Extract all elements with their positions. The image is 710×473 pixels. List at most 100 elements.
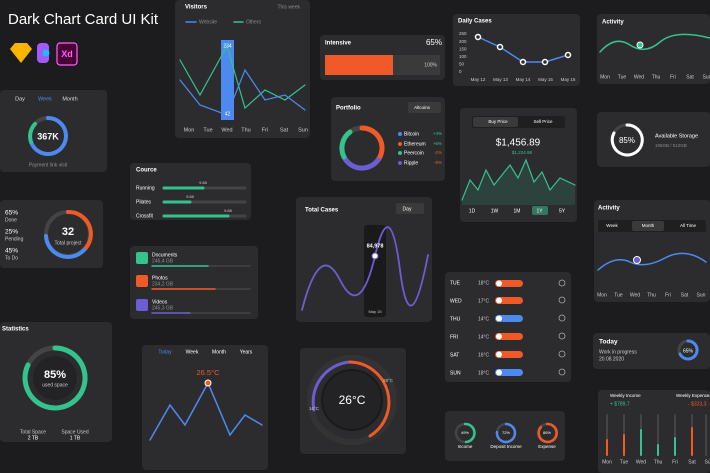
range: 1D	[469, 208, 476, 214]
y-label: 150	[459, 46, 467, 51]
caption: used space	[42, 382, 68, 388]
tab: Today	[158, 349, 172, 355]
file-name: Documents	[152, 252, 178, 258]
tab: Week	[606, 223, 618, 228]
price: $1,456.89	[496, 138, 541, 149]
coin-change: +6%	[433, 141, 442, 146]
stat-value: 1 TB	[70, 435, 81, 441]
value: 26°C	[339, 393, 366, 407]
caption: Payment link visit	[29, 162, 68, 168]
x-label: Sun	[298, 127, 308, 133]
coin-change: -8%	[434, 160, 442, 165]
coin-name: Ethereum	[404, 141, 426, 147]
card-title: Portfolio	[336, 106, 361, 112]
dropdown: This week	[277, 4, 300, 10]
y-label: 50	[459, 62, 465, 67]
temp: 17°C	[478, 298, 490, 304]
legend: Website	[199, 19, 217, 25]
x-label: Fri	[670, 74, 676, 80]
card-title: Intensive	[325, 41, 352, 47]
x-label: Tue	[614, 292, 623, 298]
legend: Others	[246, 19, 262, 25]
tab: Buy Price	[488, 119, 508, 124]
stat-value: 45%	[5, 248, 18, 255]
x-label: Sat	[688, 459, 696, 465]
x-label: Mon	[600, 74, 610, 80]
status: Work in progress	[599, 349, 637, 355]
value: 32	[62, 226, 74, 238]
row-value: 9.88	[224, 208, 233, 213]
coin-change: +4%	[433, 131, 442, 136]
ring-value: 72%	[502, 430, 510, 435]
x-label: Tue	[618, 74, 627, 80]
value: 84,978	[367, 243, 384, 249]
day: TUE	[450, 280, 461, 286]
row-value: 9.88	[186, 194, 195, 199]
x-label: Tue	[203, 127, 212, 133]
x-label: Fri	[262, 127, 268, 133]
y-label: 250	[459, 31, 467, 36]
day: SUN	[450, 370, 461, 376]
min: 16°C	[309, 406, 320, 411]
income: + $789,7	[610, 401, 630, 407]
card-title: Visitors	[185, 5, 208, 11]
tab: Month	[62, 96, 77, 102]
value: 65%	[426, 38, 442, 47]
x-label: May 14	[516, 77, 531, 82]
temp: 14°C	[478, 334, 490, 340]
ring-value: 49%	[461, 430, 469, 435]
row-value: 9.88	[199, 180, 208, 185]
row-name: Running	[136, 185, 155, 191]
x-label: May 13	[493, 77, 508, 82]
coin-name: Bitcoin	[404, 131, 419, 137]
file-name: Photos	[152, 275, 168, 281]
decor	[10, 21, 710, 456]
tab: Sell Price	[533, 119, 553, 124]
xd-icon: Xd	[61, 49, 73, 59]
ring-label: Deposit Income	[490, 444, 522, 449]
x-label: Sat	[681, 292, 689, 298]
sub-price: $1,224.98	[512, 150, 533, 155]
expense: - $323,3	[688, 401, 707, 407]
x-label: Fri	[672, 459, 678, 465]
day: WED	[450, 298, 462, 304]
day: FRI	[450, 334, 458, 340]
page-title: Dark Chart Card UI Kit	[8, 11, 159, 28]
range: 1Y	[536, 208, 543, 214]
x-label: Thu	[647, 292, 656, 298]
range: 1M	[514, 208, 521, 214]
day: THU	[450, 316, 461, 322]
range: 5Y	[559, 208, 566, 214]
tab: Month	[642, 223, 655, 228]
stat-value: 65%	[5, 210, 18, 217]
card-title: Cource	[136, 168, 157, 174]
x-label: Thu	[241, 127, 250, 133]
tab: Day	[15, 96, 25, 102]
stat-value: 2 TB	[28, 435, 39, 441]
x-label: Wed	[630, 292, 640, 298]
value: 85%	[619, 136, 635, 145]
income-label: Weekly Income	[610, 393, 641, 398]
x-label: Sat	[280, 127, 289, 133]
max-label: 100%	[424, 62, 437, 68]
day: SAT	[450, 352, 459, 358]
tab: Years	[240, 349, 253, 355]
ring-label: Expense	[538, 444, 556, 449]
x-label: Sun	[703, 74, 710, 80]
tab: Month	[212, 349, 226, 355]
stat-label: Done	[5, 217, 17, 223]
dropdown: Altcoins	[414, 105, 431, 110]
x-label: Sun	[697, 292, 706, 298]
x-label: Thu	[654, 459, 663, 465]
card-title: Statistics	[2, 327, 29, 333]
ring-value: 86%	[543, 430, 551, 435]
temp: 18°C	[478, 280, 490, 286]
detail: 106GB / 512GB	[655, 143, 687, 148]
coin-name: Ripple	[404, 160, 418, 166]
x-label: Mon	[602, 459, 612, 465]
x-label: Wed	[636, 459, 646, 465]
x-label: Sat	[686, 74, 694, 80]
